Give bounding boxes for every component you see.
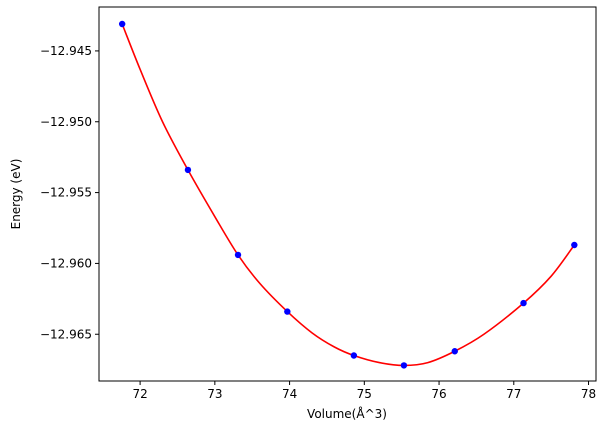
data-point <box>400 362 408 369</box>
y-tick-label: −12.960 <box>40 256 92 270</box>
y-tick-label: −12.965 <box>40 327 92 341</box>
data-point <box>350 352 358 359</box>
data-point <box>284 308 291 315</box>
data-point <box>118 20 126 28</box>
data-point <box>234 251 242 259</box>
y-tick-label: −12.945 <box>40 44 92 58</box>
x-tick-label: 76 <box>431 387 446 401</box>
x-tick-label: 77 <box>506 387 521 401</box>
x-tick-label: 74 <box>282 387 297 401</box>
y-tick-label: −12.950 <box>40 115 92 129</box>
data-point <box>571 241 578 249</box>
y-axis-ticks: −12.945 −12.950 −12.955 −12.960 −12.965 <box>40 44 99 341</box>
data-points-layer <box>118 20 578 369</box>
plot-frame <box>98 6 597 382</box>
plot-background <box>99 7 596 381</box>
x-tick-label: 72 <box>132 387 147 401</box>
x-axis-label: Volume(Å^3) <box>307 406 387 421</box>
x-tick-label: 73 <box>207 387 222 401</box>
y-tick-label: −12.955 <box>40 186 92 200</box>
x-tick-label: 75 <box>357 387 372 401</box>
x-tick-label: 78 <box>581 387 596 401</box>
data-point <box>451 348 458 355</box>
data-point <box>520 299 527 307</box>
x-axis-ticks: 72 73 74 75 76 77 78 <box>132 381 596 401</box>
data-point <box>184 166 192 174</box>
y-axis-label: Energy (eV) <box>9 159 23 230</box>
